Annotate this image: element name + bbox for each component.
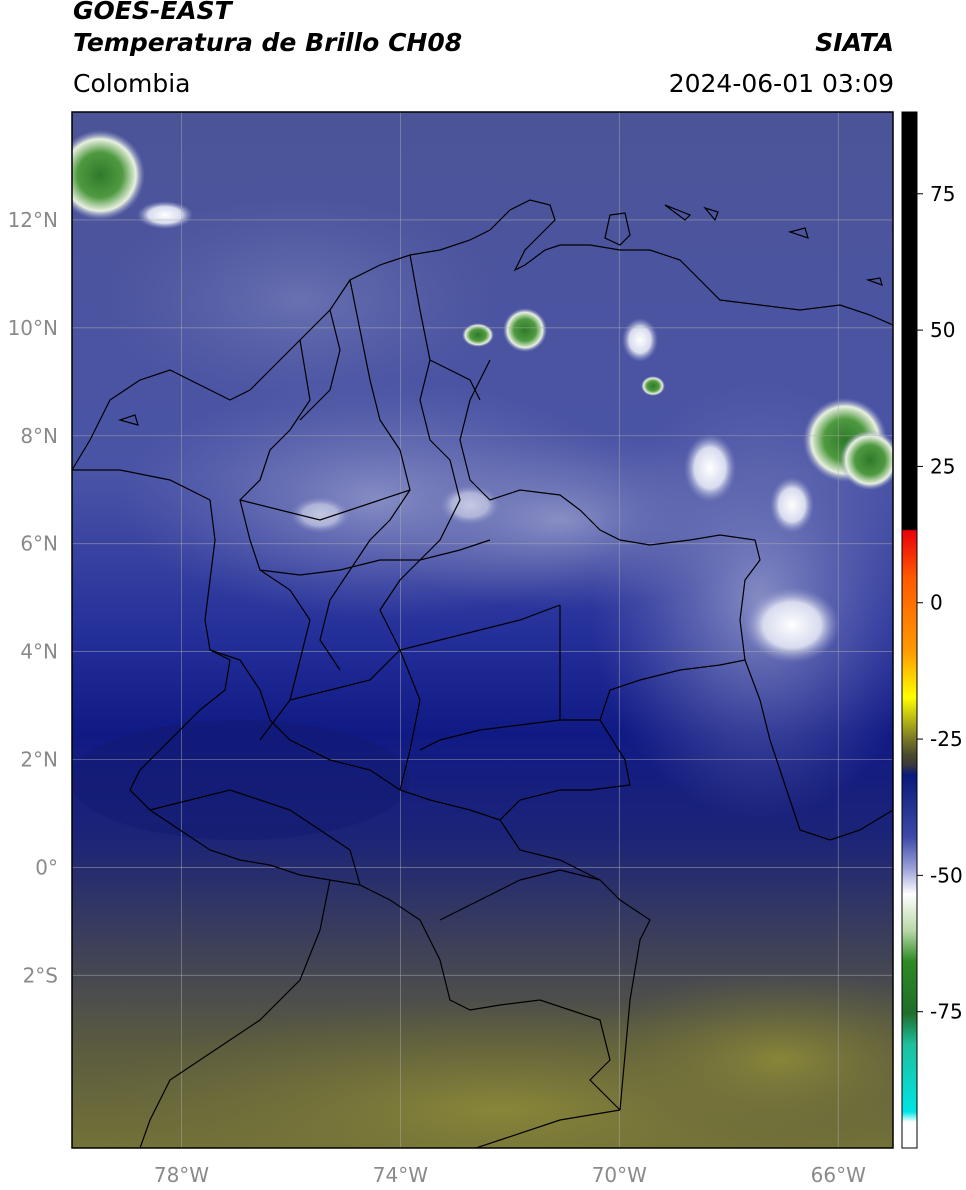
colorbar-tick-label: -50 [930,863,963,887]
colorbar: 75 50 25 0 -25 -50 -75 [901,111,963,1149]
lat-tick-label: 2°N [20,748,58,772]
lon-tick-label: 74°W [373,1163,428,1187]
colorbar-ramp [902,112,917,1148]
colorbar-tick-label: 50 [930,318,955,342]
region-label: Colombia [73,69,191,98]
longitude-ticks: 78°W 74°W 70°W 66°W [154,1163,866,1187]
graticule [72,112,893,1148]
colorbar-frame [901,111,918,1149]
colorbar-tick-label: 75 [930,182,955,206]
colorbar-tick-label: 25 [930,454,955,478]
brightness-temperature-field [72,112,893,1148]
map-frame [71,111,894,1149]
lat-tick-label: 0° [35,855,58,879]
colorbar-tick-label: -75 [930,1000,963,1024]
country-borders [72,199,893,1148]
lat-tick-label: 6°N [20,532,58,556]
lat-tick-label: 10°N [8,316,58,340]
lon-tick-label: 66°W [811,1163,866,1187]
lat-tick-label: 4°N [20,640,58,664]
colorbar-ticks: 75 50 25 0 -25 -50 -75 [917,182,963,1024]
timestamp-label: 2024-06-01 03:09 [668,69,894,98]
latitude-ticks: 12°N 10°N 8°N 6°N 4°N 2°N 0° 2°S [8,208,58,987]
colorbar-tick-label: 0 [930,591,943,615]
lat-tick-label: 8°N [20,424,58,448]
lat-tick-label: 12°N [8,208,58,232]
colorbar-tick-label: -25 [930,727,963,751]
lon-tick-label: 78°W [154,1163,209,1187]
product-title: Temperatura de Brillo CH08 [73,28,463,57]
brand-label: SIATA [815,28,894,57]
satellite-title: GOES-EAST [73,0,232,25]
lon-tick-label: 70°W [592,1163,647,1187]
lat-tick-label: 2°S [23,963,58,987]
